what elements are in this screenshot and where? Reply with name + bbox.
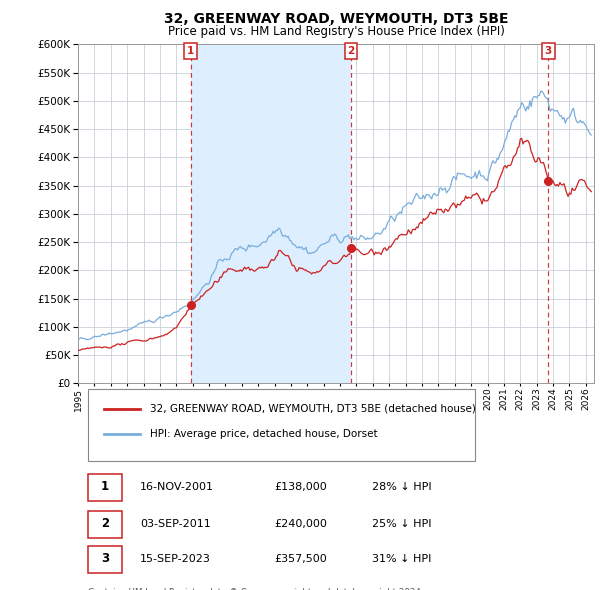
Text: 03-SEP-2011: 03-SEP-2011 <box>140 519 211 529</box>
Text: 32, GREENWAY ROAD, WEYMOUTH, DT3 5BE (detached house): 32, GREENWAY ROAD, WEYMOUTH, DT3 5BE (de… <box>150 404 476 414</box>
Text: Contains HM Land Registry data © Crown copyright and database right 2024.
This d: Contains HM Land Registry data © Crown c… <box>88 588 424 590</box>
Text: 3: 3 <box>101 552 109 565</box>
Text: 3: 3 <box>545 46 552 56</box>
Text: £240,000: £240,000 <box>274 519 327 529</box>
Text: £138,000: £138,000 <box>274 481 327 491</box>
Text: 2: 2 <box>347 46 355 56</box>
Text: 15-SEP-2023: 15-SEP-2023 <box>140 554 211 563</box>
Text: £357,500: £357,500 <box>274 554 327 563</box>
Text: 32, GREENWAY ROAD, WEYMOUTH, DT3 5BE: 32, GREENWAY ROAD, WEYMOUTH, DT3 5BE <box>164 12 508 26</box>
Text: 1: 1 <box>187 46 194 56</box>
Text: 31% ↓ HPI: 31% ↓ HPI <box>372 554 431 563</box>
Text: 1: 1 <box>101 480 109 493</box>
FancyBboxPatch shape <box>88 546 122 573</box>
FancyBboxPatch shape <box>88 511 122 538</box>
Bar <box>191 44 351 384</box>
Text: 16-NOV-2001: 16-NOV-2001 <box>140 481 214 491</box>
Text: HPI: Average price, detached house, Dorset: HPI: Average price, detached house, Dors… <box>150 429 378 439</box>
Text: 2: 2 <box>101 517 109 530</box>
FancyBboxPatch shape <box>88 389 475 461</box>
Text: 25% ↓ HPI: 25% ↓ HPI <box>372 519 431 529</box>
FancyBboxPatch shape <box>88 474 122 502</box>
Text: 28% ↓ HPI: 28% ↓ HPI <box>372 481 432 491</box>
Text: Price paid vs. HM Land Registry's House Price Index (HPI): Price paid vs. HM Land Registry's House … <box>167 25 505 38</box>
